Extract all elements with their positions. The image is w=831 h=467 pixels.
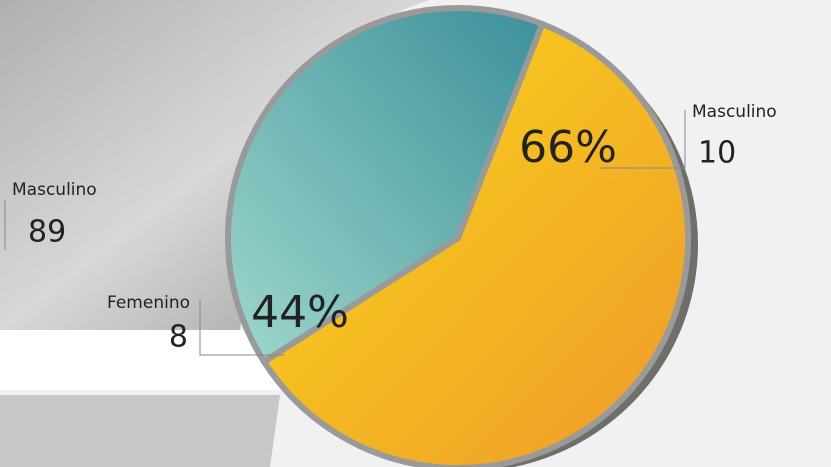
- leader-line: [600, 110, 686, 169]
- photo-gap: [0, 330, 290, 390]
- pie-slice: [259, 20, 691, 467]
- callout-value: 89: [28, 215, 66, 250]
- callout-value: 10: [698, 136, 736, 171]
- leader-lines: [4, 110, 686, 356]
- callout-label: Femenino: [107, 293, 190, 313]
- slice-label: 44%: [251, 287, 349, 338]
- callout-label: Masculino: [12, 180, 97, 200]
- photo-bottom: [0, 395, 280, 467]
- callout-label: Masculino: [692, 102, 777, 122]
- photo-top: [0, 0, 430, 330]
- pie-slice: [225, 5, 547, 366]
- callout-value: 8: [169, 320, 188, 355]
- leader-line: [199, 300, 285, 356]
- slice-label: 66%: [519, 122, 617, 173]
- pie: [225, 5, 691, 467]
